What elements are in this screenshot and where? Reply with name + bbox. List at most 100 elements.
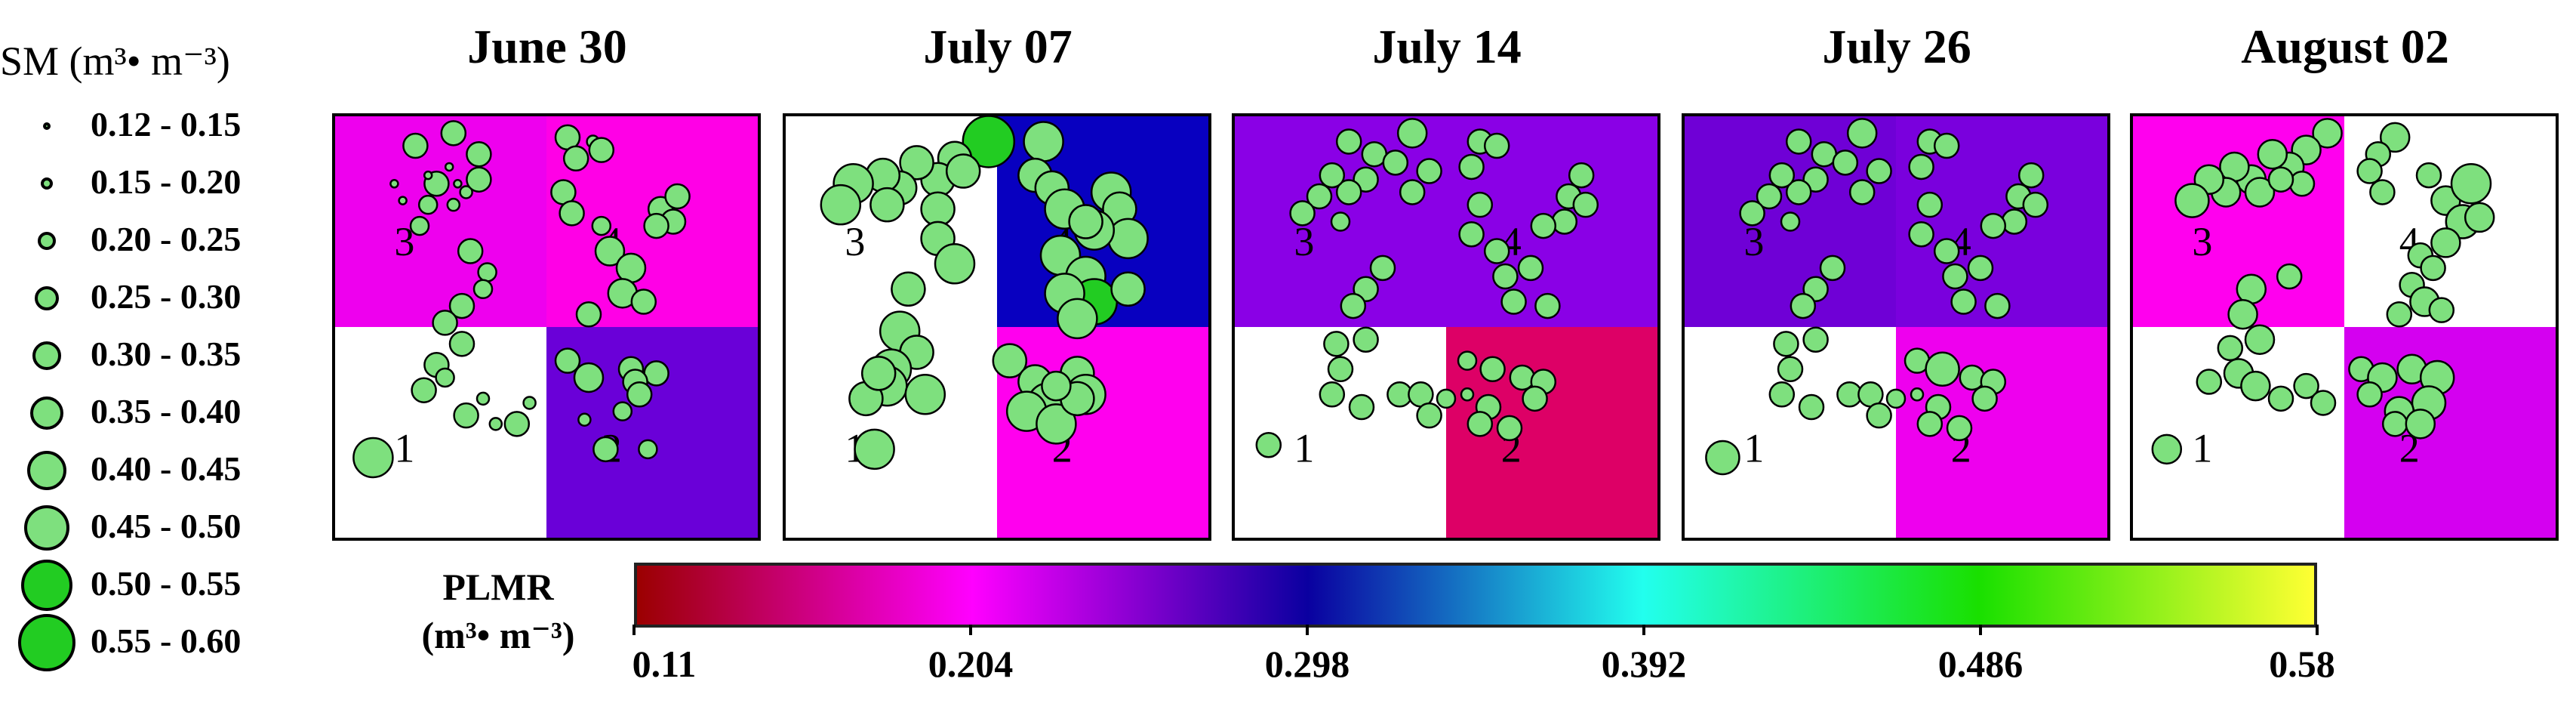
plmr-label-name: PLMR [442,566,554,608]
sm-sample-point [592,436,619,463]
sm-sample-point [459,185,473,199]
sm-sample-point [1396,118,1428,149]
legend-range-label: 0.25 - 0.30 [91,277,242,316]
sm-sample-point [1068,204,1103,239]
sm-sample-point [1319,162,1346,189]
legend-range-label: 0.15 - 0.20 [91,162,242,201]
sm-sample-point [615,252,647,284]
sm-sample-point [899,145,934,180]
sm-sample-point [1057,298,1098,340]
sm-sample-point [352,437,394,479]
sm-sample-point [1416,158,1442,184]
sm-sample-point [2430,227,2461,258]
quadrant-number-label: 1 [1743,426,1764,471]
sm-sample-point [1933,132,1960,159]
sm-sample-point [1933,238,1960,264]
sm-sample-point [554,347,581,374]
map-panel: July 26 1 2 3 4 [1682,23,2112,551]
sm-sample-point [2217,335,2244,362]
sm-sample-point [920,191,956,227]
sm-sample-point [2293,372,2319,400]
sm-sample-point [448,331,475,357]
sm-sample-point [1458,221,1485,248]
panel-date-title: July 14 [1372,20,1522,73]
sm-sample-point [2227,299,2258,330]
quadrant-number-label: 3 [1294,219,1314,264]
sm-sample-point [440,120,467,147]
legend-circle-icon [41,177,53,190]
legend-item: 0.40 - 0.45 [0,444,332,497]
legend-item: 0.25 - 0.30 [0,272,332,325]
colorbar-tick-mark [1306,625,1309,635]
quadrant-number-label: 3 [2192,219,2212,264]
sm-sample-point [2219,151,2250,183]
sm-sample-point [2415,162,2442,189]
sm-sample-point [466,140,492,168]
colorbar-tick-label: 0.204 [928,643,1014,685]
legend-circle-icon [35,286,59,310]
sm-sample-point [435,367,455,388]
sm-sample-point [1255,431,1282,458]
plmr-quadrant-q2 [2344,327,2556,538]
sm-sample-point [1780,211,1801,232]
sm-sample-point [423,170,433,180]
sm-sample-point [1467,411,1494,437]
colorbar-tick-label: 0.392 [1601,643,1687,685]
sm-sample-point [2310,390,2337,416]
quadrant-number-label: 3 [845,219,865,264]
sm-sample-point [1925,351,1960,387]
sm-sample-point [1496,415,1523,442]
legend-range-label: 0.40 - 0.45 [91,449,242,488]
colorbar-tick-label: 0.298 [1264,643,1350,685]
sm-sample-point [2257,138,2288,170]
sm-sample-point [446,197,461,212]
sm-sample-point [891,271,926,307]
sm-sample-point [453,402,479,429]
sm-sample-point [2379,122,2411,153]
sm-sample-point [962,116,1016,168]
sm-sample-point [630,288,657,315]
sm-sample-point [664,183,691,210]
legend-item: 0.35 - 0.40 [0,387,332,440]
panel-date-title: August 02 [2241,20,2449,73]
sm-sample-point [1910,387,1925,402]
panel-date-title: July 07 [923,20,1073,73]
sm-sample-point [1572,191,1599,218]
sm-sample-point [409,215,430,236]
legend-range-label: 0.20 - 0.25 [91,220,242,258]
map-panel: August 02 1 2 3 4 [2130,23,2560,551]
sm-sample-point [2356,158,2383,184]
sm-sample-point [594,236,626,267]
sm-sample-point [904,374,946,415]
sm-sample-point [1369,255,1396,282]
sm-sample-point [869,187,905,223]
sm-sample-point [1568,162,1595,189]
legend-circle-icon [30,396,63,430]
sm-sample-point [1916,411,1944,437]
sm-sample-point [2381,411,2408,437]
sm-sample-point [1802,326,1829,353]
sm-sample-point [1522,385,1548,412]
sm-sample-point [2022,191,2049,218]
sm-sample-point [1866,402,1892,429]
legend-item: 0.12 - 0.15 [0,100,332,153]
sm-sample-point [860,356,897,391]
legend-range-label: 0.35 - 0.40 [91,392,242,430]
legend-circle-icon [27,451,66,490]
legend-circle-icon [21,560,72,611]
colorbar-tick-mark [632,625,636,635]
sm-sample-point [1768,381,1796,408]
sm-sample-point [1785,128,1812,155]
sm-sample-point [1946,415,1973,442]
sm-sample-point [1306,183,1333,210]
sm-sample-point [2450,163,2492,205]
sm-sample-point [389,179,399,189]
plmr-label-unit: (m³• m⁻³) [421,614,575,656]
sm-sample-point [2356,381,2383,408]
sm-sample-point [626,381,653,408]
